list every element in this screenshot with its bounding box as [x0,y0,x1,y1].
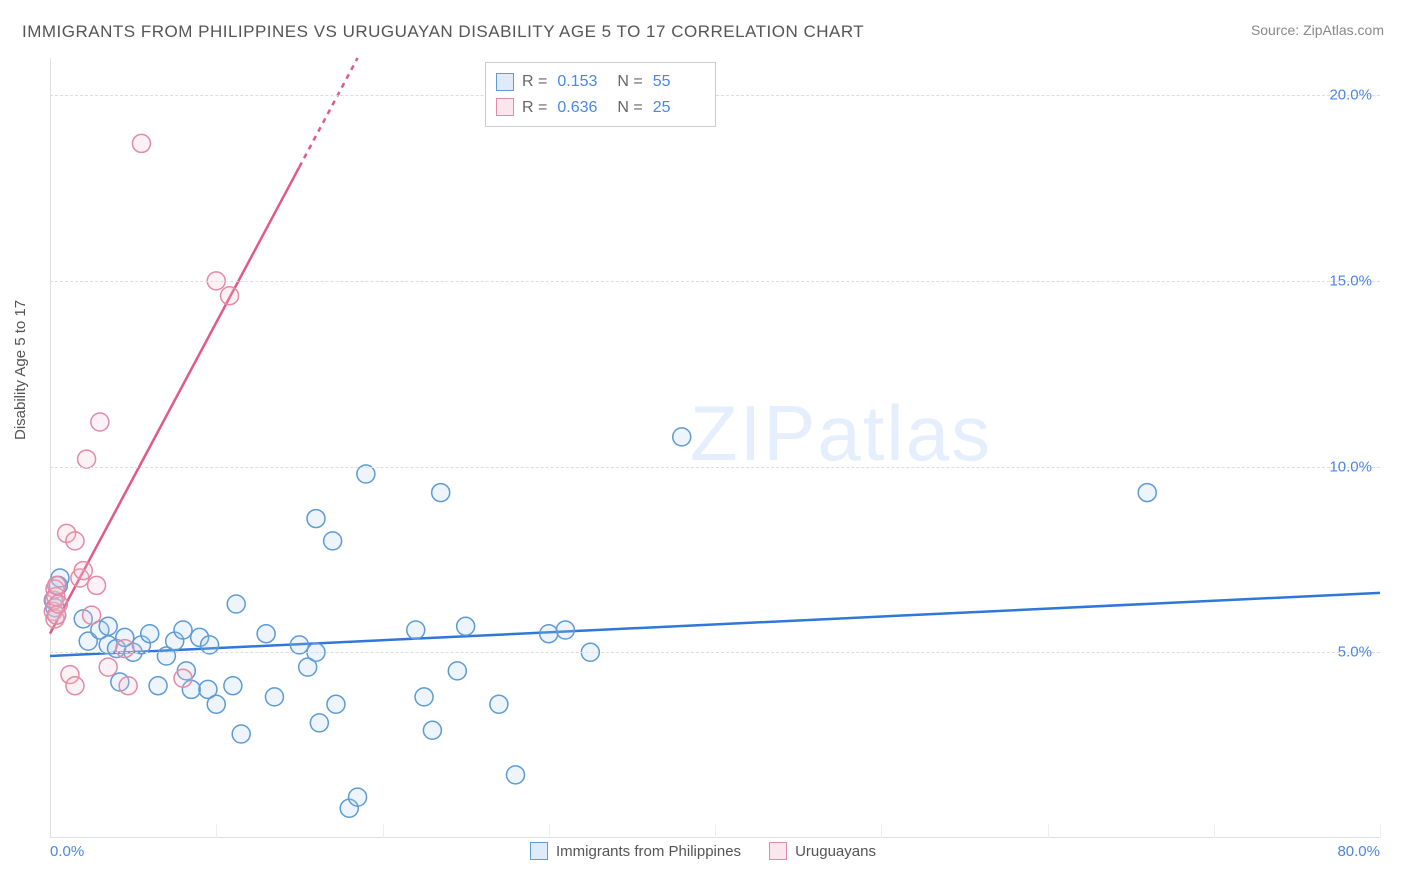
gridline-v [383,824,384,838]
legend-N-value: 25 [653,95,705,121]
gridline-v [216,824,217,838]
y-tick-label: 15.0% [1329,272,1372,289]
gridline-h [50,281,1380,282]
source-attribution: Source: ZipAtlas.com [1251,22,1384,38]
data-point [448,662,466,680]
data-point [540,625,558,643]
data-point [49,595,67,613]
y-tick-label: 10.0% [1329,458,1372,475]
data-point [149,677,167,695]
data-point [310,714,328,732]
data-point [66,532,84,550]
data-point [257,625,275,643]
legend-R-label: R = [522,69,547,95]
data-point [432,484,450,502]
legend-R-value: 0.636 [557,95,609,121]
data-point [141,625,159,643]
data-point [349,788,367,806]
legend-swatch [496,73,514,91]
x-tick-label: 80.0% [1337,843,1380,860]
chart-title: IMMIGRANTS FROM PHILIPPINES VS URUGUAYAN… [22,22,864,42]
data-point [1138,484,1156,502]
gridline-h [50,652,1380,653]
data-point [91,413,109,431]
legend-series-item: Immigrants from Philippines [530,842,741,860]
y-tick-label: 20.0% [1329,87,1372,104]
data-point [66,677,84,695]
data-point [78,450,96,468]
legend-R-label: R = [522,95,547,121]
trend-line [50,593,1380,656]
data-point [307,510,325,528]
data-point [357,465,375,483]
data-point [83,606,101,624]
legend-row: R = 0.153 N = 55 [496,69,705,95]
data-point [132,134,150,152]
data-point [99,617,117,635]
data-point [232,725,250,743]
legend-N-label: N = [617,69,642,95]
data-point [119,677,137,695]
data-point [174,621,192,639]
legend-swatch [496,98,514,116]
data-point [507,766,525,784]
data-point [116,640,134,658]
data-point [74,562,92,580]
data-point [290,636,308,654]
chart-svg [50,58,1380,838]
plot-area: ZIPatlas 5.0%10.0%15.0%20.0%0.0%80.0%R =… [50,58,1380,838]
data-point [224,677,242,695]
data-point [99,658,117,676]
x-tick-label: 0.0% [50,843,84,860]
legend-N-value: 55 [653,69,705,95]
legend-R-value: 0.153 [557,69,609,95]
data-point [221,287,239,305]
gridline-v [549,824,550,838]
gridline-v [715,824,716,838]
legend-series-label: Immigrants from Philippines [556,843,741,860]
data-point [48,576,66,594]
data-point [174,669,192,687]
data-point [556,621,574,639]
legend-row: R = 0.636 N = 25 [496,95,705,121]
legend-correlation: R = 0.153 N = 55 R = 0.636 N = 25 [485,62,716,127]
gridline-v [881,824,882,838]
data-point [327,695,345,713]
data-point [227,595,245,613]
legend-series-label: Uruguayans [795,843,876,860]
legend-swatch [530,842,548,860]
data-point [673,428,691,446]
y-axis-label: Disability Age 5 to 17 [12,300,29,440]
gridline-h [50,467,1380,468]
data-point [415,688,433,706]
legend-swatch [769,842,787,860]
y-tick-label: 5.0% [1338,644,1372,661]
data-point [324,532,342,550]
data-point [201,636,219,654]
gridline-v [1048,824,1049,838]
legend-series: Immigrants from Philippines Uruguayans [530,842,876,860]
legend-series-item: Uruguayans [769,842,876,860]
data-point [457,617,475,635]
trend-line-dashed [299,58,357,167]
data-point [407,621,425,639]
data-point [265,688,283,706]
data-point [490,695,508,713]
gridline-v [1214,824,1215,838]
data-point [207,695,225,713]
data-point [88,576,106,594]
legend-N-label: N = [617,95,642,121]
gridline-v [1380,824,1381,838]
data-point [423,721,441,739]
